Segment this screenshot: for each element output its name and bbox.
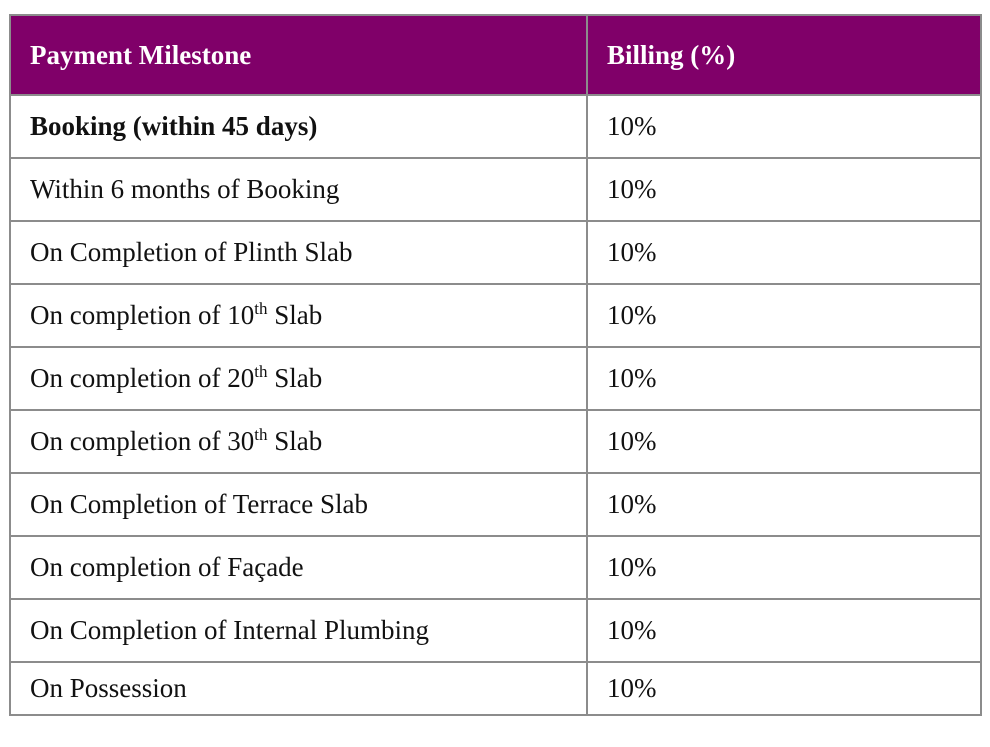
table-row: On Completion of Plinth Slab 10% bbox=[9, 220, 982, 285]
billing-cell: 10% bbox=[586, 661, 982, 716]
milestone-text: On completion of 20 bbox=[30, 363, 255, 393]
billing-cell: 10% bbox=[586, 535, 982, 600]
milestone-cell: On Completion of Terrace Slab bbox=[9, 472, 588, 537]
milestone-cell: On completion of Façade bbox=[9, 535, 588, 600]
milestone-cell: On completion of 20th Slab bbox=[9, 346, 588, 411]
ordinal-suffix: th bbox=[254, 299, 268, 318]
milestone-text: Slab bbox=[267, 426, 323, 456]
billing-cell: 10% bbox=[586, 283, 982, 348]
table-body: Booking (within 45 days) 10% Within 6 mo… bbox=[9, 94, 982, 716]
milestone-cell: On Completion of Internal Plumbing bbox=[9, 598, 588, 663]
header-row: Payment Milestone Billing (%) bbox=[9, 14, 982, 96]
table-row: On Possession 10% bbox=[9, 661, 982, 716]
table-row: On completion of Façade 10% bbox=[9, 535, 982, 600]
milestone-cell: Booking (within 45 days) bbox=[9, 94, 588, 159]
milestone-text: On completion of 10 bbox=[30, 300, 255, 330]
payment-schedule-table: Payment Milestone Billing (%) Booking (w… bbox=[9, 14, 982, 716]
billing-cell: 10% bbox=[586, 346, 982, 411]
table-row: Booking (within 45 days) 10% bbox=[9, 94, 982, 159]
milestone-text: On completion of 30 bbox=[30, 426, 255, 456]
billing-cell: 10% bbox=[586, 220, 982, 285]
table-row: On completion of 10th Slab 10% bbox=[9, 283, 982, 348]
ordinal-suffix: th bbox=[254, 362, 268, 381]
billing-cell: 10% bbox=[586, 157, 982, 222]
table-row: On Completion of Internal Plumbing 10% bbox=[9, 598, 982, 663]
table-header: Payment Milestone Billing (%) bbox=[9, 14, 982, 96]
milestone-cell: On Possession bbox=[9, 661, 588, 716]
table-row: On Completion of Terrace Slab 10% bbox=[9, 472, 982, 537]
header-payment-milestone: Payment Milestone bbox=[9, 14, 588, 96]
header-billing-percent: Billing (%) bbox=[586, 14, 982, 96]
billing-cell: 10% bbox=[586, 94, 982, 159]
milestone-cell: On completion of 10th Slab bbox=[9, 283, 588, 348]
milestone-cell: On Completion of Plinth Slab bbox=[9, 220, 588, 285]
milestone-cell: On completion of 30th Slab bbox=[9, 409, 588, 474]
billing-cell: 10% bbox=[586, 472, 982, 537]
milestone-text: Slab bbox=[267, 300, 323, 330]
table-row: Within 6 months of Booking 10% bbox=[9, 157, 982, 222]
billing-cell: 10% bbox=[586, 409, 982, 474]
table-row: On completion of 30th Slab 10% bbox=[9, 409, 982, 474]
milestone-text: Slab bbox=[267, 363, 323, 393]
milestone-cell: Within 6 months of Booking bbox=[9, 157, 588, 222]
ordinal-suffix: th bbox=[254, 425, 268, 444]
table-row: On completion of 20th Slab 10% bbox=[9, 346, 982, 411]
billing-cell: 10% bbox=[586, 598, 982, 663]
